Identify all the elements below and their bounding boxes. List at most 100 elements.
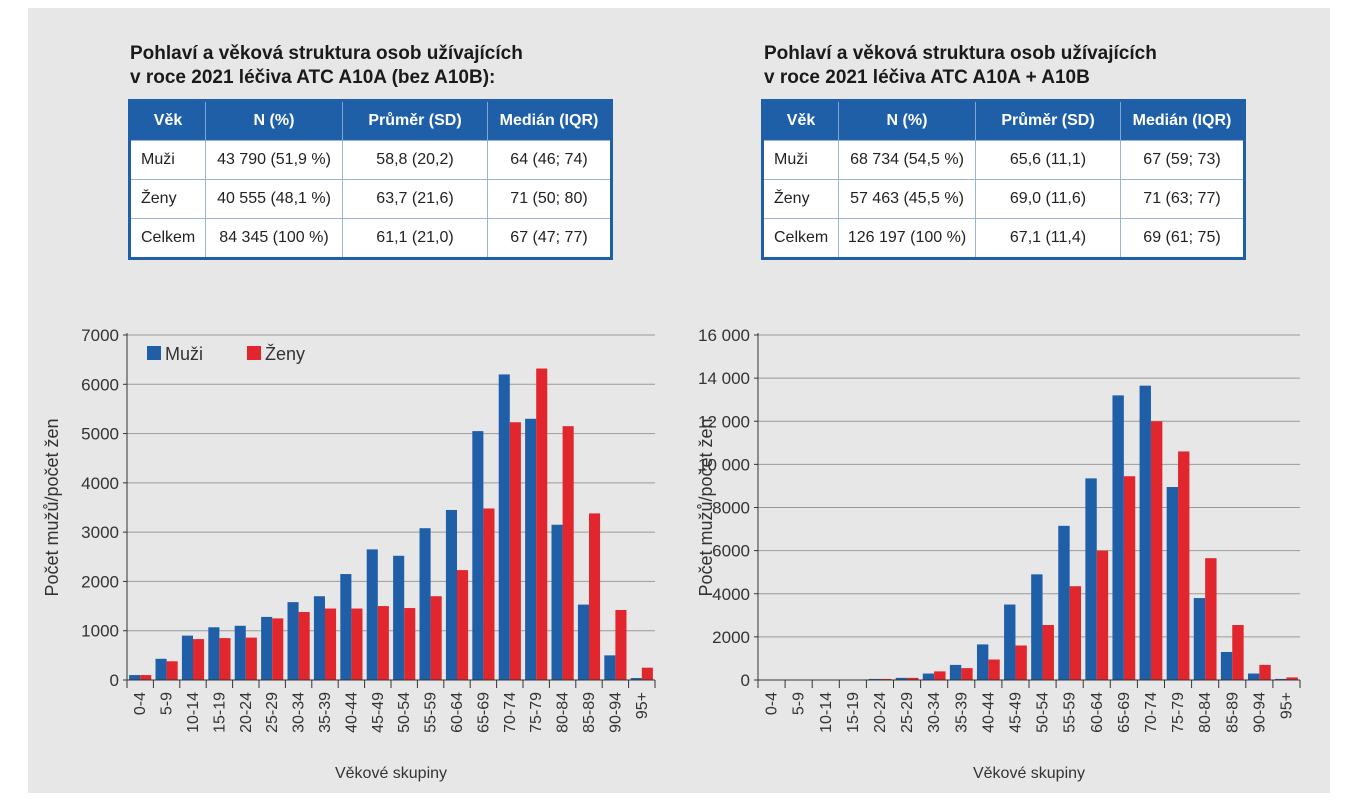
bar-muzi bbox=[1166, 487, 1179, 680]
y-tick-label: 6000 bbox=[712, 542, 750, 561]
bar-muzi bbox=[551, 524, 563, 680]
x-tick-label: 45-49 bbox=[370, 692, 387, 733]
bar-muzi bbox=[1220, 651, 1233, 680]
table-cell: 69 (61; 75) bbox=[1120, 218, 1245, 259]
bar-muzi bbox=[261, 616, 273, 680]
table-row: Muži 68 734 (54,5 %) 65,6 (11,1) 67 (59;… bbox=[762, 140, 1245, 180]
bar-zeny bbox=[377, 606, 389, 680]
bar-zeny bbox=[907, 677, 919, 680]
bar-muzi bbox=[472, 431, 484, 680]
bar-zeny bbox=[1205, 558, 1217, 680]
right-stats-table: Věk N (%) Průměr (SD) Medián (IQR) Muži … bbox=[761, 99, 1246, 260]
bar-zeny bbox=[219, 638, 231, 680]
table-cell: 57 463 (45,5 %) bbox=[838, 179, 976, 219]
y-tick-label: 12 000 bbox=[698, 412, 750, 431]
table-header-row: Věk N (%) Průměr (SD) Medián (IQR) bbox=[129, 100, 612, 141]
table-row: Ženy 40 555 (48,1 %) 63,7 (21,6) 71 (50;… bbox=[129, 179, 612, 219]
x-tick-label: 70-74 bbox=[502, 692, 519, 733]
x-tick-label: 40-44 bbox=[980, 692, 997, 733]
y-tick-label: 6000 bbox=[81, 375, 119, 394]
y-tick-label: 16 000 bbox=[698, 326, 750, 345]
bar-zeny bbox=[589, 513, 601, 680]
bar-muzi bbox=[445, 509, 457, 680]
table-cell: 58,8 (20,2) bbox=[342, 140, 488, 180]
bar-zeny bbox=[298, 611, 310, 680]
x-tick-label: 70-74 bbox=[1143, 692, 1160, 733]
left-title-line-1: Pohlaví a věková struktura osob užívajíc… bbox=[130, 43, 523, 64]
right-title-line-2: v roce 2021 léčiva ATC A10A + A10B bbox=[764, 67, 1090, 88]
x-tick-label: 95+ bbox=[634, 692, 651, 719]
x-tick-label: 20-24 bbox=[872, 692, 889, 733]
table-cell: Celkem bbox=[129, 218, 206, 259]
bar-zeny bbox=[272, 618, 284, 680]
bar-muzi bbox=[208, 627, 220, 680]
x-tick-label: 65-69 bbox=[475, 692, 492, 733]
x-tick-label: 85-89 bbox=[581, 692, 598, 733]
x-tick-label: 0-4 bbox=[132, 692, 149, 715]
header-cell: Věk bbox=[129, 100, 206, 141]
bar-zeny bbox=[1286, 677, 1298, 680]
bar-muzi bbox=[393, 555, 405, 680]
table-cell: 40 555 (48,1 %) bbox=[205, 179, 343, 219]
bar-muzi bbox=[895, 677, 908, 680]
x-tick-label: 35-39 bbox=[317, 692, 334, 733]
legend-label-zeny: Ženy bbox=[265, 344, 305, 364]
bar-muzi bbox=[129, 675, 141, 680]
left-bar-chart: 0 1000 2000 3000 4000 5000 6000 7000 0-4 5-9 10-14… bbox=[42, 326, 656, 782]
bar-muzi bbox=[155, 658, 167, 680]
x-axis-title: Věkové skupiny bbox=[335, 765, 447, 782]
bar-zeny bbox=[325, 608, 337, 680]
bar-muzi bbox=[181, 635, 193, 680]
table-cell: 68 734 (54,5 %) bbox=[838, 140, 976, 180]
bar-muzi bbox=[1112, 395, 1124, 680]
bar-zeny bbox=[404, 608, 416, 680]
bar-muzi bbox=[1193, 598, 1206, 680]
table-cell: 65,6 (11,1) bbox=[975, 140, 1121, 180]
header-cell: Medián (IQR) bbox=[1120, 100, 1245, 141]
x-tick-label: 85-89 bbox=[1224, 692, 1241, 733]
x-tick-label: 75-79 bbox=[528, 692, 545, 733]
bar-zeny bbox=[961, 668, 973, 680]
bar-muzi bbox=[525, 418, 537, 680]
x-tick-label: 55-59 bbox=[1062, 692, 1079, 733]
bar-muzi bbox=[1004, 604, 1016, 680]
x-tick-label: 95+ bbox=[1278, 692, 1295, 719]
table-row: Muži 43 790 (51,9 %) 58,8 (20,2) 64 (46;… bbox=[129, 140, 612, 180]
header-cell: N (%) bbox=[838, 100, 976, 141]
bar-zeny bbox=[509, 422, 521, 680]
legend-swatch-zeny bbox=[247, 346, 261, 360]
bar-zeny bbox=[641, 667, 653, 680]
right-bar-chart: 0 2000 4000 6000 8000 10 000 12 000 14 000 16 00… bbox=[696, 326, 1301, 782]
table-cell: 84 345 (100 %) bbox=[205, 218, 343, 259]
bar-muzi bbox=[313, 596, 325, 680]
bar-zeny bbox=[1150, 421, 1163, 680]
bar-zeny bbox=[245, 637, 257, 680]
bar-zeny bbox=[483, 508, 495, 680]
x-tick-label: 35-39 bbox=[953, 692, 970, 733]
x-tick-label: 0-4 bbox=[764, 692, 781, 715]
x-tick-label: 30-34 bbox=[291, 692, 308, 733]
bar-zeny bbox=[988, 659, 1000, 680]
header-cell: Medián (IQR) bbox=[487, 100, 612, 141]
bar-zeny bbox=[1096, 550, 1109, 680]
bar-muzi bbox=[1139, 385, 1151, 680]
x-tick-label: 10-14 bbox=[185, 692, 202, 733]
x-tick-label: 15-19 bbox=[211, 692, 228, 733]
bar-muzi bbox=[1247, 673, 1260, 680]
table-cell: 71 (50; 80) bbox=[487, 179, 612, 219]
bar-zeny bbox=[615, 610, 627, 680]
bar-muzi bbox=[287, 602, 299, 680]
bar-zeny bbox=[140, 675, 152, 680]
x-tick-label: 60-64 bbox=[449, 692, 466, 733]
bar-muzi bbox=[577, 604, 589, 680]
x-tick-label: 90-94 bbox=[1251, 692, 1268, 733]
bar-zeny bbox=[1259, 664, 1271, 680]
y-axis-title: Počet mužů/počet žen bbox=[696, 418, 716, 596]
bar-muzi bbox=[922, 673, 935, 680]
bar-muzi bbox=[949, 664, 962, 680]
y-tick-label: 0 bbox=[110, 671, 119, 690]
bar-zeny bbox=[562, 426, 574, 680]
table-cell: 64 (46; 74) bbox=[487, 140, 612, 180]
table-cell: 43 790 (51,9 %) bbox=[205, 140, 343, 180]
bar-zeny bbox=[1123, 476, 1136, 680]
